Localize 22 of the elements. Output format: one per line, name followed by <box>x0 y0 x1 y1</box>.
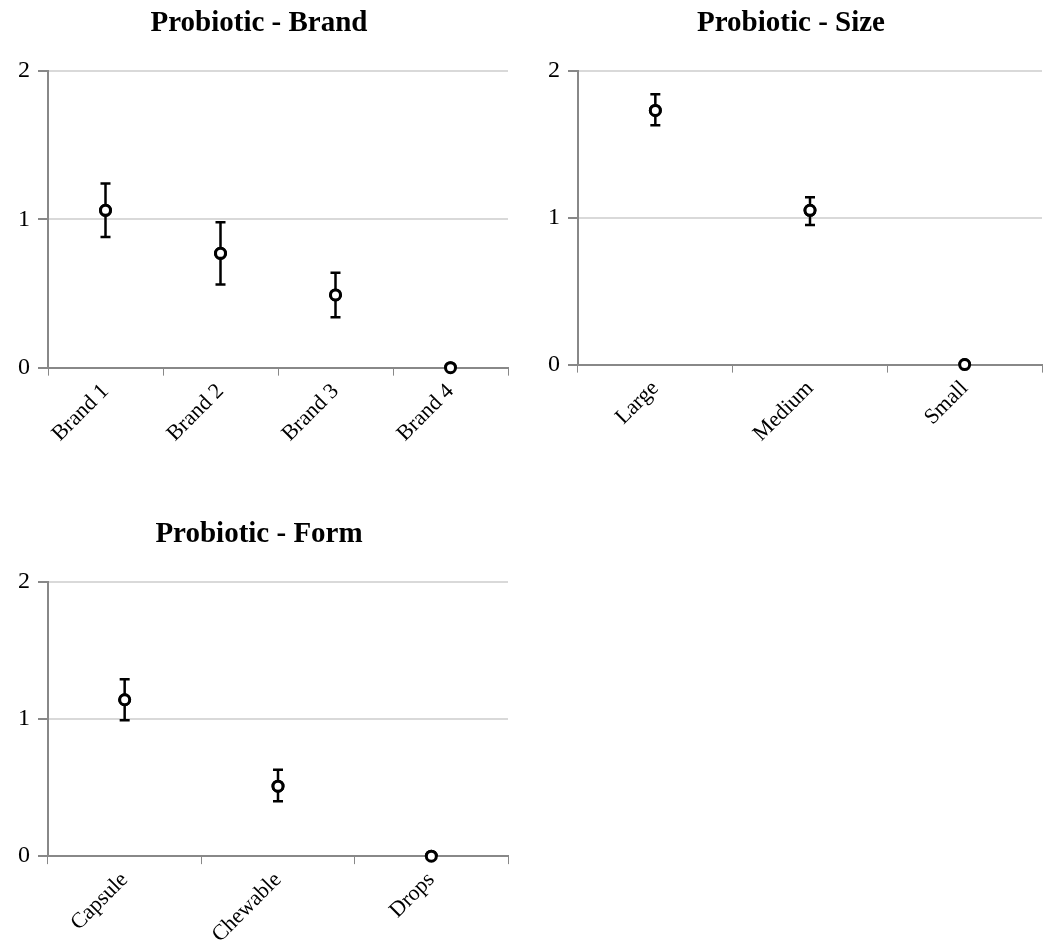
point <box>99 203 112 217</box>
point <box>958 358 972 372</box>
y-tick-label: 0 <box>548 349 560 376</box>
y-tick-label: 1 <box>18 704 30 731</box>
y-tick-label: 1 <box>548 203 560 230</box>
point <box>803 203 817 217</box>
point <box>424 849 438 863</box>
y-tick-label: 0 <box>18 841 30 868</box>
y-tick-label: 1 <box>18 204 30 231</box>
y-tick-label: 2 <box>548 56 560 83</box>
point <box>214 246 227 260</box>
point <box>648 103 662 117</box>
y-tick-label: 2 <box>18 567 30 594</box>
point <box>118 693 132 707</box>
point <box>271 779 285 793</box>
point <box>329 288 342 302</box>
chart-title: Probiotic - Form <box>155 515 363 548</box>
y-tick-label: 0 <box>18 352 30 379</box>
chart-title: Probiotic - Brand <box>150 4 368 37</box>
point <box>444 361 457 375</box>
y-tick-label: 2 <box>18 56 30 83</box>
chart-title: Probiotic - Size <box>697 4 886 37</box>
